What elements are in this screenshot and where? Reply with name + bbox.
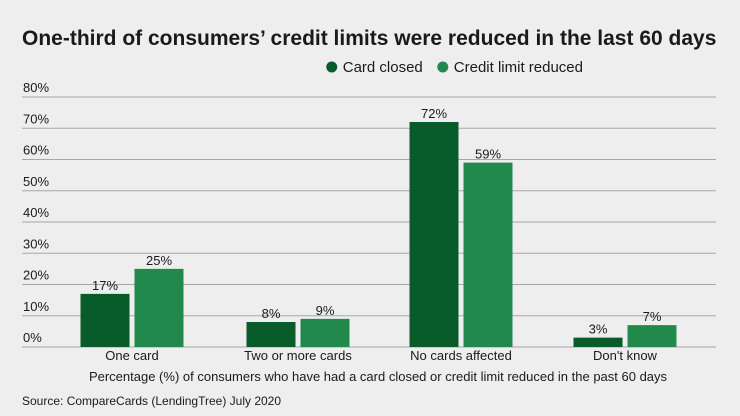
bar-credit-limit-reduced-one-card <box>134 268 184 347</box>
legend-label-card-closed: Card closed <box>343 59 423 76</box>
bars <box>80 122 677 347</box>
data-label: 8% <box>262 306 281 321</box>
y-axis-ticks: 0% 10% 20% 30% 40% 50% 60% 70% 80% <box>23 80 49 345</box>
x-axis-label: Percentage (%) of consumers who have had… <box>89 369 668 384</box>
data-label: 25% <box>146 253 172 268</box>
category-label: One card <box>105 348 158 363</box>
bar-card-closed-no-cards-affected <box>409 122 459 347</box>
data-label: 17% <box>92 278 118 293</box>
category-label: Two or more cards <box>244 348 352 363</box>
y-tick-label: 60% <box>23 143 49 158</box>
bar-credit-limit-reduced-two-or-more-cards <box>300 318 350 347</box>
data-label: 3% <box>589 322 608 337</box>
category-label: Don't know <box>593 348 658 363</box>
y-tick-label: 0% <box>23 330 42 345</box>
y-tick-label: 50% <box>23 174 49 189</box>
y-tick-label: 80% <box>23 80 49 95</box>
category-labels: One card Two or more cards No cards affect… <box>105 348 657 363</box>
data-label: 9% <box>316 303 335 318</box>
bar-card-closed-don-t-know <box>573 337 623 347</box>
legend-marker-credit-limit-reduced <box>437 61 449 73</box>
bar-credit-limit-reduced-no-cards-affected <box>463 162 513 347</box>
source-note: Source: CompareCards (LendingTree) July … <box>22 394 281 408</box>
category-label: No cards affected <box>410 348 512 363</box>
bar-card-closed-two-or-more-cards <box>246 322 296 347</box>
bar-card-closed-one-card <box>80 293 130 347</box>
data-label: 7% <box>643 309 662 324</box>
bar-credit-limit-reduced-don-t-know <box>627 325 677 347</box>
y-tick-label: 10% <box>23 299 49 314</box>
data-labels: 17% 25% 8% 9% 72% 59% 3% 7% <box>92 106 662 337</box>
y-tick-label: 40% <box>23 205 49 220</box>
legend-label-credit-limit-reduced: Credit limit reduced <box>454 59 583 76</box>
data-label: 59% <box>475 147 501 162</box>
legend-marker-card-closed <box>326 61 338 73</box>
y-tick-label: 70% <box>23 111 49 126</box>
data-label: 72% <box>421 106 447 121</box>
legend: Credit limit reduced Card closed <box>326 59 583 76</box>
chart-title: One-third of consumers’ credit limits we… <box>22 27 716 50</box>
y-tick-label: 30% <box>23 236 49 251</box>
y-tick-label: 20% <box>23 268 49 283</box>
